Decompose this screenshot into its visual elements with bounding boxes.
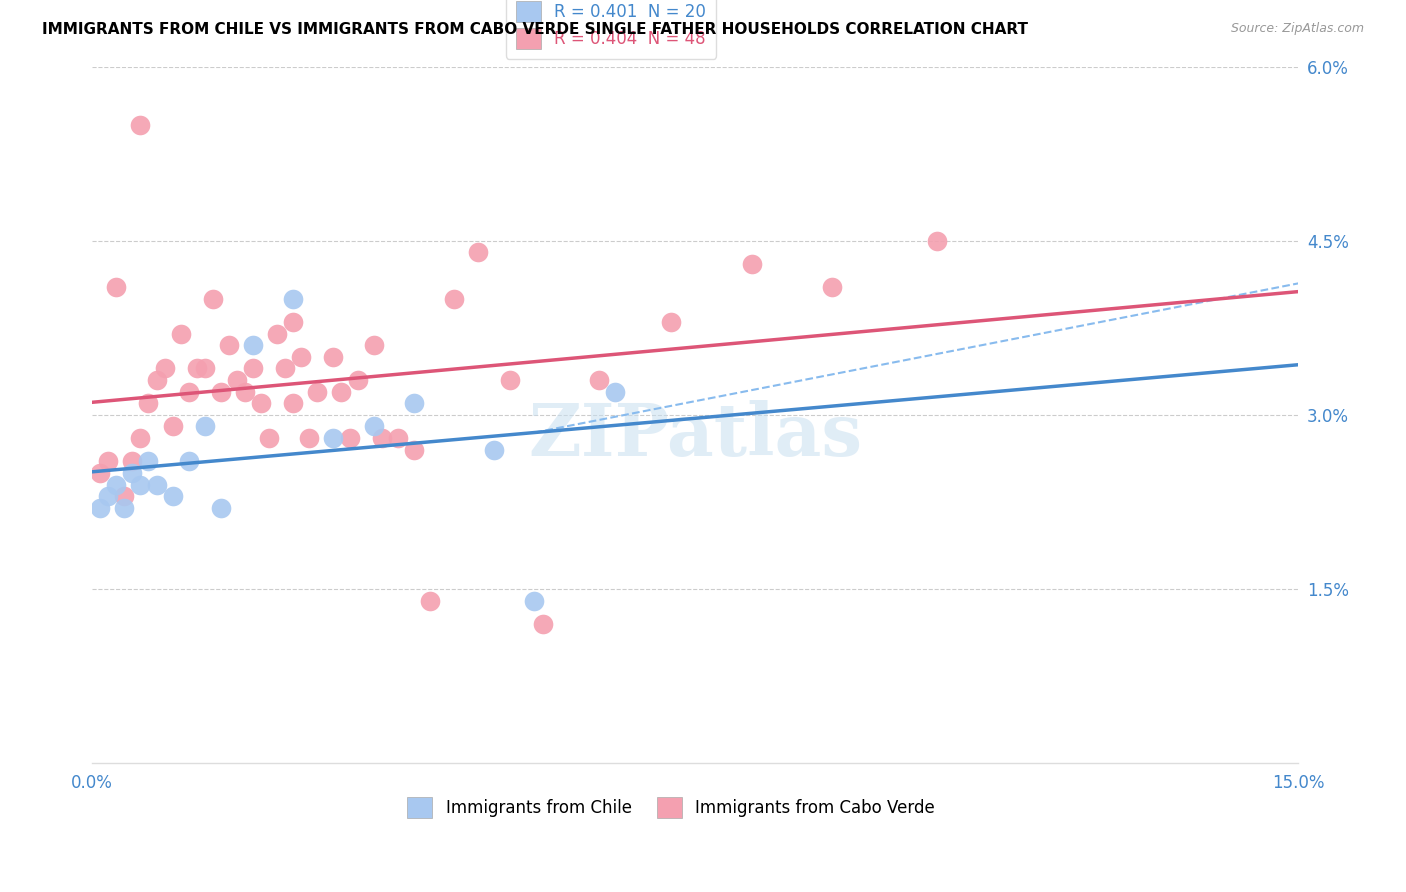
Point xyxy=(97,454,120,468)
Text: Source: ZipAtlas.com: Source: ZipAtlas.com xyxy=(1230,22,1364,36)
Point xyxy=(209,500,232,515)
Point xyxy=(105,477,128,491)
Point xyxy=(370,431,392,445)
Point xyxy=(169,326,191,341)
Point xyxy=(97,489,120,503)
Legend: Immigrants from Chile, Immigrants from Cabo Verde: Immigrants from Chile, Immigrants from C… xyxy=(401,791,942,824)
Point xyxy=(129,477,152,491)
Point xyxy=(194,361,217,376)
Point xyxy=(346,373,368,387)
Point xyxy=(402,442,425,457)
Point xyxy=(363,419,385,434)
Point xyxy=(266,326,288,341)
Point xyxy=(283,396,305,410)
Point xyxy=(307,384,329,399)
Point xyxy=(138,396,160,410)
Point xyxy=(322,431,344,445)
Point xyxy=(257,431,280,445)
Point xyxy=(129,431,152,445)
Point xyxy=(499,373,522,387)
Point xyxy=(387,431,409,445)
Point xyxy=(659,315,682,329)
Point xyxy=(145,477,167,491)
Point xyxy=(363,338,385,352)
Point xyxy=(467,245,489,260)
Point xyxy=(162,419,184,434)
Point xyxy=(298,431,321,445)
Point xyxy=(233,384,256,399)
Text: ZIPatlas: ZIPatlas xyxy=(529,401,862,471)
Point xyxy=(138,454,160,468)
Point xyxy=(339,431,361,445)
Point xyxy=(242,338,264,352)
Point xyxy=(121,454,143,468)
Point xyxy=(443,292,465,306)
Point xyxy=(162,489,184,503)
Point xyxy=(290,350,312,364)
Point xyxy=(218,338,240,352)
Point xyxy=(484,442,506,457)
Point xyxy=(419,593,441,607)
Point xyxy=(89,466,111,480)
Point xyxy=(121,466,143,480)
Point xyxy=(209,384,232,399)
Point xyxy=(925,234,948,248)
Point xyxy=(177,454,200,468)
Point xyxy=(821,280,844,294)
Point xyxy=(129,118,152,132)
Point xyxy=(322,350,344,364)
Point xyxy=(250,396,273,410)
Point xyxy=(402,396,425,410)
Text: IMMIGRANTS FROM CHILE VS IMMIGRANTS FROM CABO VERDE SINGLE FATHER HOUSEHOLDS COR: IMMIGRANTS FROM CHILE VS IMMIGRANTS FROM… xyxy=(42,22,1028,37)
Point xyxy=(531,616,554,631)
Point xyxy=(153,361,176,376)
Point xyxy=(283,292,305,306)
Point xyxy=(186,361,208,376)
Point xyxy=(145,373,167,387)
Point xyxy=(274,361,297,376)
Point xyxy=(226,373,249,387)
Point xyxy=(89,500,111,515)
Point xyxy=(588,373,610,387)
Point xyxy=(194,419,217,434)
Point xyxy=(283,315,305,329)
Point xyxy=(201,292,224,306)
Point xyxy=(105,280,128,294)
Point xyxy=(603,384,626,399)
Point xyxy=(242,361,264,376)
Point xyxy=(177,384,200,399)
Point xyxy=(112,500,135,515)
Point xyxy=(523,593,546,607)
Point xyxy=(741,257,763,271)
Point xyxy=(112,489,135,503)
Point xyxy=(330,384,353,399)
